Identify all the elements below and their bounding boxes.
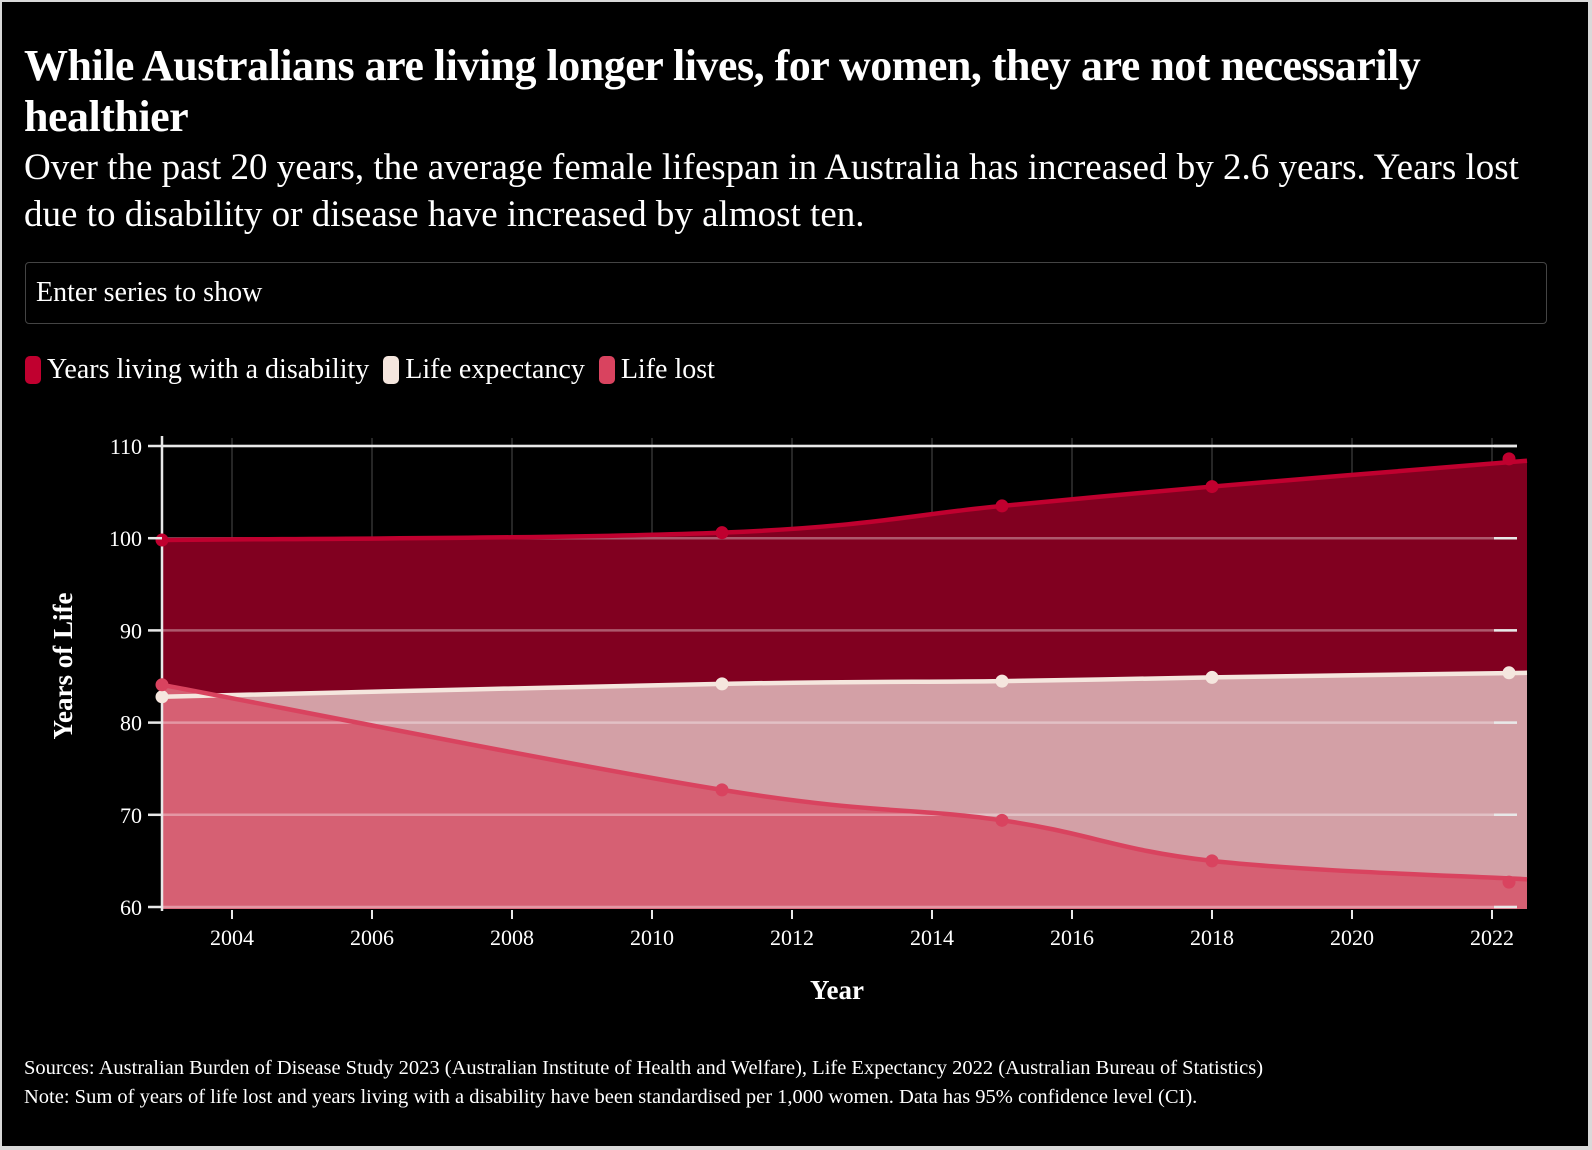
line-disability — [161, 458, 1528, 543]
series-lines — [161, 458, 1528, 882]
series-markers — [155, 452, 1516, 889]
sources-text: Sources: Australian Burden of Disease St… — [24, 1057, 1264, 1079]
marker-life-lost — [715, 783, 729, 797]
marker-life-expectancy — [155, 690, 169, 704]
chart-title: While Australians are living longer live… — [24, 41, 1421, 141]
y-gridlines — [162, 444, 1517, 909]
x-tick-label: 2012 — [770, 925, 814, 950]
x-tick-label: 2022 — [1470, 925, 1514, 950]
legend-label: Life expectancy — [405, 354, 585, 385]
x-tick-label: 2020 — [1330, 925, 1374, 950]
marker-life-expectancy — [1205, 670, 1219, 684]
marker-life-expectancy — [715, 677, 729, 691]
legend-swatch-life-lost — [598, 356, 615, 384]
x-tick-label: 2014 — [910, 925, 954, 950]
marker-life-lost — [995, 813, 1009, 827]
series-areas — [162, 460, 1527, 909]
legend-label: Life lost — [620, 354, 715, 385]
marker-life-expectancy-end — [1502, 666, 1516, 680]
x-axis-title: Year — [810, 975, 864, 1005]
y-axis-title: Years of Life — [48, 593, 78, 740]
x-tick-label: 2010 — [630, 925, 674, 950]
note-text: Note: Sum of years of life lost and year… — [24, 1086, 1198, 1108]
y-tick-label: 70 — [120, 803, 142, 828]
x-tick-label: 2006 — [350, 925, 394, 950]
line-life-lost — [161, 682, 1528, 882]
marker-disability — [715, 526, 729, 540]
x-tick-label: 2008 — [490, 925, 534, 950]
y-tick-label: 80 — [120, 711, 142, 736]
marker-life-lost — [155, 678, 169, 692]
legend-item-life-expectancy[interactable]: Life expectancy — [383, 354, 585, 386]
marker-life-lost-end — [1502, 875, 1516, 889]
marker-disability — [995, 499, 1009, 513]
marker-life-lost — [1205, 854, 1219, 868]
marker-disability — [1205, 480, 1219, 494]
y-axis-ticks: 60 70 80 90 100 110 — [109, 434, 162, 920]
chart-subtitle: Over the past 20 years, the average fema… — [24, 147, 1519, 235]
legend-swatch-disability — [25, 356, 41, 384]
y-tick-label: 90 — [120, 618, 142, 643]
marker-disability — [155, 533, 169, 547]
x-tick-label: 2018 — [1190, 925, 1234, 950]
series-search-input[interactable] — [25, 262, 1547, 324]
legend: Years living with a disability Life expe… — [25, 354, 715, 386]
marker-disability-end — [1502, 452, 1516, 466]
x-axis-ticks: 2004 2006 2008 2010 2012 2014 2016 2018 2020 2022 — [210, 910, 1514, 950]
legend-item-life-lost[interactable]: Life lost — [598, 354, 715, 386]
x-tick-label: 2004 — [210, 925, 254, 950]
line-life-expectancy — [161, 670, 1528, 700]
marker-life-expectancy — [995, 674, 1009, 688]
y-tick-label: 100 — [109, 526, 142, 551]
legend-swatch-life-expectancy — [383, 356, 400, 384]
legend-label: Years living with a disability — [47, 354, 370, 385]
y-tick-label: 110 — [110, 434, 142, 459]
chart-footer: Sources: Australian Burden of Disease St… — [24, 1054, 1564, 1112]
y-tick-label: 60 — [120, 895, 142, 920]
area-life-lost — [162, 684, 1527, 909]
x-tick-label: 2016 — [1050, 925, 1094, 950]
legend-item-disability[interactable]: Years living with a disability — [25, 354, 369, 386]
